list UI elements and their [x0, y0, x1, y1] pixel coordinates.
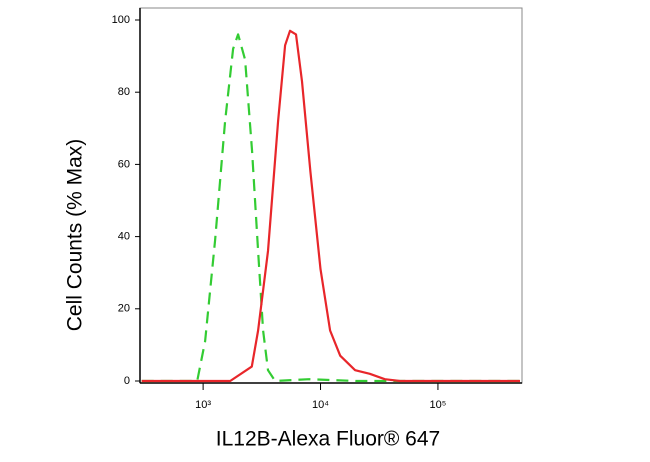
- y-tick-label: 100: [112, 14, 130, 26]
- y-tick-label: 40: [118, 231, 130, 243]
- y-tick-label: 20: [118, 303, 130, 315]
- y-tick-label: 80: [118, 86, 130, 98]
- x-tick-label: 10⁴: [312, 399, 329, 411]
- y-tick-label: 60: [118, 158, 130, 170]
- histogram-line: [141, 29, 520, 383]
- x-axis-label: IL12B-Alexa Fluor® 647: [216, 428, 440, 451]
- x-tick-label: 10⁵: [430, 399, 447, 411]
- plot-frame: [139, 7, 523, 384]
- y-axis-label: Cell Counts (% Max): [64, 139, 87, 332]
- histogram-line: [141, 33, 520, 383]
- y-tick-label: 0: [124, 375, 130, 387]
- x-tick-label: 10³: [195, 399, 211, 411]
